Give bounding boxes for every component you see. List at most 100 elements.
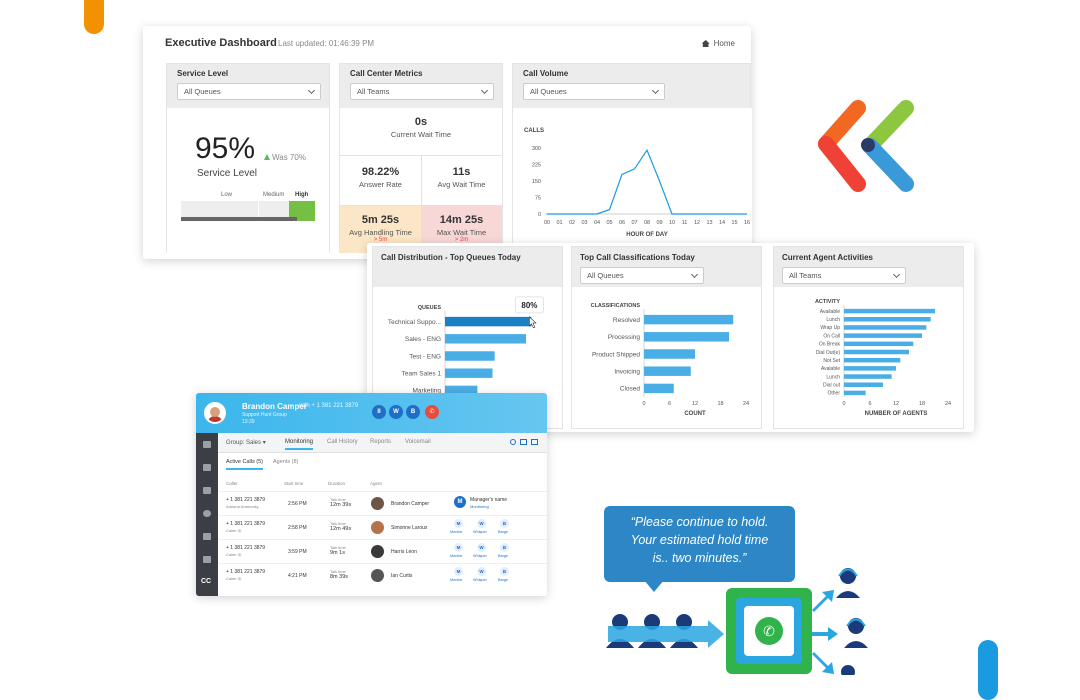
monitor-action-button[interactable]: M bbox=[454, 519, 463, 528]
agent-activities-team-select[interactable]: All Teams bbox=[782, 267, 906, 284]
screen-icon[interactable] bbox=[520, 439, 527, 445]
bar bbox=[844, 357, 901, 363]
hold-button[interactable]: II bbox=[372, 405, 386, 419]
whisper-button[interactable]: W bbox=[389, 405, 403, 419]
category-label: Team Sales 1 bbox=[402, 370, 442, 377]
chevron-down-icon bbox=[307, 86, 316, 94]
col-start-time[interactable]: Start time bbox=[284, 481, 304, 486]
x-tick-label: 12 bbox=[692, 401, 698, 407]
bar bbox=[644, 383, 674, 394]
x-tick-label: 24 bbox=[743, 401, 749, 407]
agent-headset-icon bbox=[844, 618, 868, 648]
table-row[interactable]: + 1 381 221 3879 Caller ID 2:58 PM Talk t… bbox=[218, 515, 547, 539]
caller-number: + 1 381 221 3879 Caller ID bbox=[226, 521, 265, 533]
metric-value: 0s bbox=[414, 116, 428, 128]
monitor-action-button[interactable]: M bbox=[454, 543, 463, 552]
whisper-action-button[interactable]: W bbox=[477, 543, 486, 552]
x-tick-label: 6 bbox=[668, 401, 671, 407]
category-label: Lunch bbox=[826, 317, 840, 323]
col-agent[interactable]: Agent bbox=[370, 481, 382, 486]
monitor-action-button[interactable]: M bbox=[454, 567, 463, 576]
agent-monitoring-window: Brandon Camper with + 1 381 221 3879 Sup… bbox=[196, 393, 547, 596]
category-label: Sales - ENG bbox=[405, 336, 441, 343]
tab-call-history[interactable]: Call History bbox=[327, 439, 358, 445]
caller-phone: + 1 381 221 3879 bbox=[226, 497, 266, 503]
flag-icon[interactable] bbox=[203, 556, 211, 563]
folder-icon[interactable] bbox=[203, 487, 211, 494]
select-value: All Queues bbox=[587, 271, 624, 280]
outgoing-arrow bbox=[812, 652, 834, 674]
start-time: 2:58 PM bbox=[288, 525, 307, 531]
table-row[interactable]: + 1 381 221 3879 Caller ID 4:21 PM Talk t… bbox=[218, 563, 547, 587]
whisper-action-button[interactable]: W bbox=[477, 519, 486, 528]
user-icon[interactable] bbox=[203, 441, 211, 448]
x-tick-label: 18 bbox=[919, 401, 925, 407]
bar bbox=[644, 332, 729, 342]
category-axis-label: QUEUES bbox=[418, 305, 442, 311]
table-row[interactable]: + 1 381 221 3879 Caller ID 3:59 PM Talk t… bbox=[218, 539, 547, 563]
whisper-action-label: Whisper bbox=[473, 530, 487, 534]
x-axis-label: COUNT bbox=[684, 411, 706, 417]
clock-icon[interactable] bbox=[203, 510, 211, 517]
call-volume-queue-select[interactable]: All Queues bbox=[523, 83, 665, 100]
gauge-segment bbox=[181, 201, 259, 221]
hangup-button[interactable]: ✆ bbox=[425, 405, 439, 419]
bar bbox=[844, 374, 892, 379]
bubble-tail bbox=[644, 580, 664, 592]
whisper-action-button[interactable]: W bbox=[477, 567, 486, 576]
home-link[interactable]: Home bbox=[701, 39, 735, 48]
classifications-chart: CLASSIFICATIONS Resolved Processing Product… bbox=[591, 303, 749, 417]
tab-monitoring[interactable]: Monitoring bbox=[285, 439, 314, 450]
metric-label: Avg Handling Time bbox=[349, 228, 412, 237]
expand-icon[interactable] bbox=[531, 439, 538, 445]
metric-label: Max Wait Time bbox=[436, 228, 487, 237]
category-label: Dial out bbox=[823, 382, 841, 388]
x-tick-label: 14 bbox=[719, 220, 725, 226]
bar bbox=[844, 390, 866, 396]
barge-action-label: Barge bbox=[498, 530, 509, 534]
category-label: Product Shipped bbox=[592, 351, 640, 358]
bar bbox=[445, 351, 495, 361]
x-tick-label: 02 bbox=[569, 220, 575, 226]
bar bbox=[844, 366, 896, 371]
subtab-active-calls[interactable]: Active Calls (5) bbox=[226, 459, 263, 470]
metric-delta: > 5m bbox=[373, 237, 388, 243]
x-tick-label: 03 bbox=[581, 220, 587, 226]
phone-glyph: ✆ bbox=[763, 624, 775, 640]
category-label: On Break bbox=[819, 342, 841, 348]
duration: Talk time 12m 49s bbox=[330, 521, 351, 532]
metrics-team-select[interactable]: All Teams bbox=[350, 83, 494, 100]
grid-icon[interactable] bbox=[203, 533, 211, 540]
classifications-panel: Top Call Classifications Today All Queue… bbox=[571, 246, 762, 429]
avatar bbox=[371, 521, 384, 534]
bar bbox=[844, 349, 909, 355]
video-icon[interactable] bbox=[203, 464, 211, 471]
service-level-percent: 95% bbox=[195, 132, 256, 165]
manager-badge: M bbox=[454, 496, 466, 508]
col-duration[interactable]: Duration bbox=[328, 481, 346, 486]
tab-reports[interactable]: Reports bbox=[370, 439, 392, 445]
agent-name: Harris Leon bbox=[391, 549, 417, 555]
table-row[interactable]: + 1 381 221 3879 Adriana Aramonky 2:56 PM… bbox=[218, 491, 547, 515]
caller-number: + 1 381 221 3879 Caller ID bbox=[226, 545, 265, 557]
x-tick-label: 00 bbox=[544, 220, 550, 226]
monitoring-main: Group: Sales ▾ Monitoring Call History R… bbox=[218, 433, 547, 596]
barge-button[interactable]: B bbox=[406, 405, 420, 419]
contact-center-label[interactable]: CC bbox=[201, 578, 212, 585]
y-tick-label: 150 bbox=[532, 179, 541, 185]
caller-phone: + 1 381 221 3879 bbox=[226, 545, 266, 551]
classifications-queue-select[interactable]: All Queues bbox=[580, 267, 704, 284]
queue-distribution-chart: QUEUES Technical Suppo... Sales - ENG Test … bbox=[388, 296, 544, 399]
barge-action-button[interactable]: B bbox=[500, 543, 509, 552]
series-line bbox=[547, 148, 747, 215]
service-level-queue-select[interactable]: All Queues bbox=[177, 83, 321, 100]
x-tick-label: 10 bbox=[669, 220, 675, 226]
col-caller[interactable]: Caller bbox=[226, 481, 238, 486]
barge-action-button[interactable]: B bbox=[500, 567, 509, 576]
tab-voicemail[interactable]: Voicemail bbox=[405, 439, 431, 445]
barge-action-button[interactable]: B bbox=[500, 519, 509, 528]
subtab-agents[interactable]: Agents (8) bbox=[273, 459, 299, 465]
group-select[interactable]: Group: Sales ▾ bbox=[226, 439, 266, 446]
settings-icon[interactable] bbox=[510, 439, 516, 445]
category-label: Technical Suppo... bbox=[388, 319, 441, 326]
